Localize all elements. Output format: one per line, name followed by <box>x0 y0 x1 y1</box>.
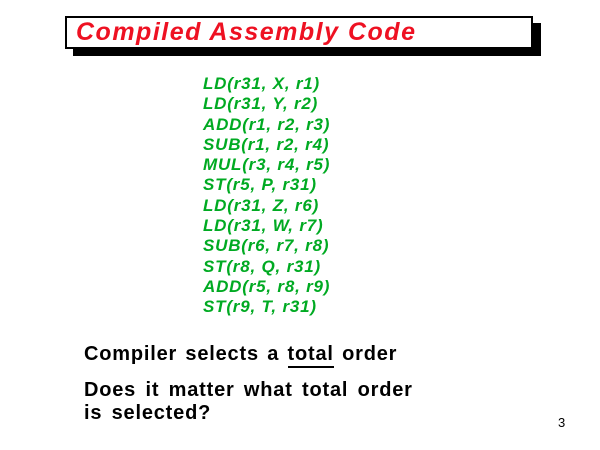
statement-prefix: Compiler selects a <box>84 343 288 365</box>
code-line: LD(r31, X, r1) <box>203 74 321 93</box>
code-line: ST(r9, T, r31) <box>203 297 317 317</box>
code-line: LD(r31, Z, r6) <box>203 195 320 215</box>
code-line: LD(r31, W, r7) <box>203 216 324 236</box>
code-line: MUL(r3, r4, r5) <box>203 155 331 175</box>
code-line: LD(r31, Y, r2) <box>203 94 319 114</box>
code-line: SUB(r1, r2, r4) <box>203 134 330 154</box>
code-line: SUB(r6, r7, r8) <box>203 236 330 256</box>
code-line: ST(r8, Q, r31) <box>203 256 321 276</box>
code-line: ADD(r5, r8, r9) <box>203 276 331 296</box>
page-number: 3 <box>558 415 566 430</box>
question-line-1: Does it matter what total order <box>84 379 413 401</box>
question-line-2: is selected? <box>84 402 212 424</box>
slide-title: Compiled Assembly Code <box>76 18 417 46</box>
title-box: Compiled Assembly Code <box>65 16 533 49</box>
statement-underlined-word: total <box>287 343 334 368</box>
question-text: Does it matter what total order is selec… <box>84 379 413 425</box>
assembly-code-block: LD(r31, X, r1) LD(r31, Y, r2) ADD(r1, r2… <box>203 74 330 318</box>
code-line: ST(r5, P, r31) <box>203 175 317 195</box>
statement-suffix: order <box>333 343 398 365</box>
statement-line: Compiler selects a total order <box>84 343 398 368</box>
code-line: ADD(r1, r2, r3) <box>203 114 331 134</box>
